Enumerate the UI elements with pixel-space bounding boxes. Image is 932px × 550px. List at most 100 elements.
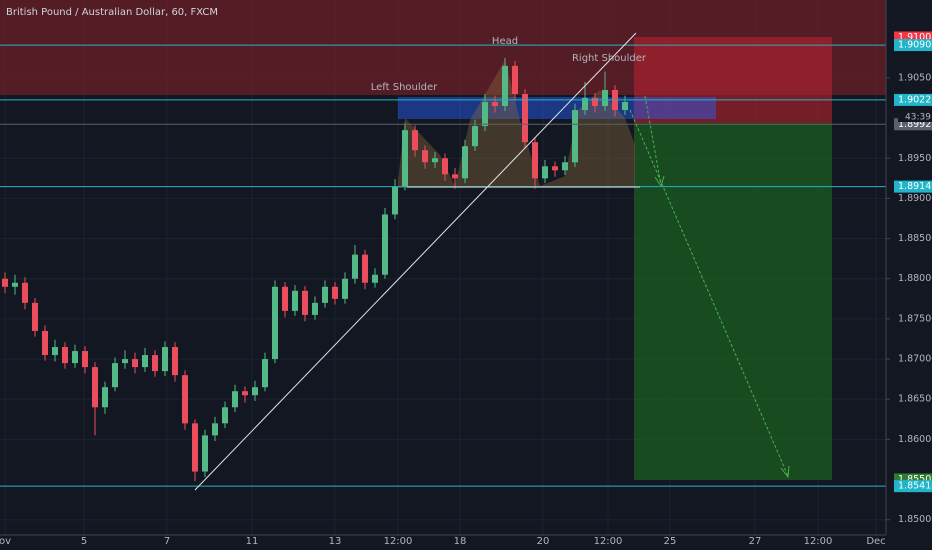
candle-body <box>282 286 288 311</box>
y-tick-label: 1.87500 <box>898 313 932 324</box>
x-tick-label: 20 <box>537 536 550 547</box>
countdown: 43:39 <box>905 113 931 123</box>
x-tick-label: 11 <box>246 536 259 547</box>
candle-body <box>272 286 278 360</box>
risk-box <box>634 37 832 123</box>
reward-box <box>634 123 832 480</box>
y-tick-label: 1.88000 <box>898 273 932 284</box>
y-tick-label: 1.89000 <box>898 193 932 204</box>
candle-body <box>152 355 158 372</box>
candle-body <box>582 98 588 111</box>
y-tick-label: 1.88500 <box>898 233 932 244</box>
candle-body <box>252 387 258 396</box>
candle-body <box>562 162 568 171</box>
annotation: Right Shoulder <box>572 53 647 64</box>
candle-body <box>572 110 578 163</box>
candle-body <box>622 102 628 111</box>
candle-body <box>342 278 348 299</box>
candle-body <box>122 359 128 364</box>
candle-body <box>312 302 318 315</box>
candle-body <box>82 351 88 368</box>
candle-body <box>452 174 458 179</box>
level-label: 1.89923 <box>898 119 932 130</box>
candle-body <box>482 102 488 127</box>
candle-body <box>432 158 438 163</box>
level-label: 1.91003 <box>898 32 932 43</box>
candle-body <box>242 391 248 396</box>
candle-body <box>522 93 528 143</box>
level-label: 1.85418 <box>898 481 932 492</box>
candle-body <box>592 98 598 107</box>
level-label: 1.89147 <box>898 181 932 192</box>
candle-body <box>162 347 168 372</box>
annotation: Head <box>492 36 518 47</box>
candle-body <box>12 282 18 287</box>
candle-body <box>332 286 338 299</box>
candle-body <box>422 150 428 163</box>
candle-body <box>102 387 108 408</box>
candle-body <box>212 423 218 436</box>
x-tick-label: Dec <box>866 536 885 547</box>
candle-body <box>362 254 368 283</box>
candle-body <box>472 126 478 147</box>
candle-body <box>232 391 238 408</box>
x-tick-label: 5 <box>81 536 87 547</box>
candle-body <box>372 274 378 283</box>
price-axis <box>886 0 932 550</box>
candle-body <box>182 375 188 424</box>
candle-body <box>32 302 38 331</box>
trend-line <box>194 32 637 491</box>
y-tick-label: 1.85000 <box>898 514 932 525</box>
candle-body <box>222 407 228 424</box>
candle-body <box>62 347 68 364</box>
neck-zone <box>398 97 716 119</box>
x-tick-label: 27 <box>749 536 762 547</box>
candle-body <box>462 146 468 179</box>
candle-body <box>512 65 518 94</box>
level-badge <box>894 480 932 493</box>
level-label: 1.90909 <box>898 40 932 51</box>
level-badge <box>894 39 932 52</box>
candles <box>2 57 628 482</box>
candle-body <box>42 330 48 356</box>
candle-body <box>262 359 268 388</box>
level-badge <box>894 180 932 193</box>
candle-body <box>552 166 558 171</box>
annotation: Left Shoulder <box>371 82 438 93</box>
y-tick-label: 1.89500 <box>898 153 932 164</box>
x-tick-label: 12:00 <box>594 536 623 547</box>
levels <box>0 44 886 487</box>
level-label: 1.85502 <box>898 474 932 485</box>
candle-body <box>302 290 308 315</box>
candle-body <box>492 102 498 107</box>
chart-title: British Pound / Australian Dollar, 60, F… <box>6 7 218 18</box>
candle-body <box>192 423 198 472</box>
x-tick-label: 12:00 <box>804 536 833 547</box>
candle-body <box>412 130 418 151</box>
candle-body <box>22 282 28 303</box>
candle-body <box>442 158 448 175</box>
candle-body <box>142 355 148 368</box>
countdown-box <box>898 111 932 122</box>
level-label: 1.90226 <box>898 94 932 105</box>
candle-body <box>322 286 328 303</box>
x-tick-label: 7 <box>164 536 170 547</box>
x-tick-label: ov <box>0 536 11 547</box>
candle-body <box>382 214 388 275</box>
candle-body <box>402 130 408 187</box>
candle-body <box>132 359 138 368</box>
level-badge <box>894 93 932 106</box>
candle-body <box>92 367 98 408</box>
candle-body <box>72 351 78 364</box>
candle-body <box>602 89 608 107</box>
candle-body <box>392 186 398 215</box>
y-tick-label: 1.90500 <box>898 72 932 83</box>
candle-body <box>532 142 538 179</box>
candle-body <box>112 363 118 388</box>
candle-body <box>202 435 208 472</box>
x-tick-label: 18 <box>454 536 467 547</box>
candle-body <box>502 65 508 107</box>
candle-body <box>292 290 298 311</box>
projection-arrows <box>629 95 790 479</box>
